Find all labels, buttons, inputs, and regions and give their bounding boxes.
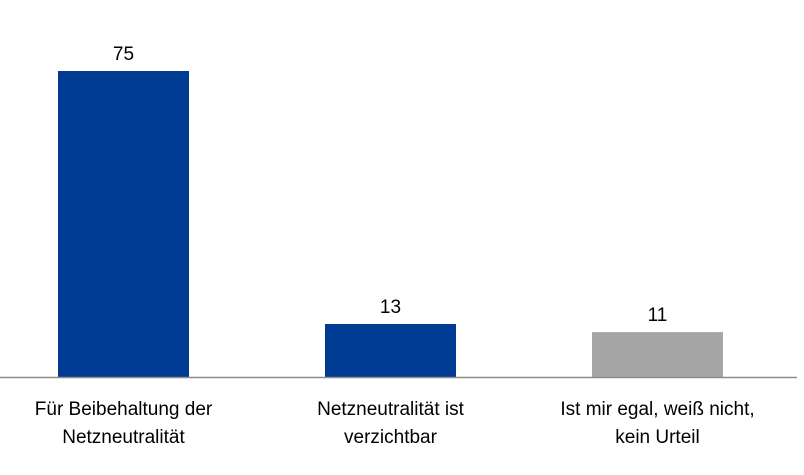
labels-layer: 75 Für Beibehaltung der Netzneutralität 13 N… bbox=[35, 44, 755, 448]
category-label-line: kein Urteil bbox=[615, 427, 699, 448]
category-label-2: Netzneutralität ist verzichtbar bbox=[317, 399, 465, 448]
bar-value-label-2: 13 bbox=[380, 297, 401, 318]
category-label-line: Netzneutralität ist bbox=[317, 399, 465, 420]
bar-value-label-1: 75 bbox=[113, 44, 134, 65]
bar-3 bbox=[592, 332, 723, 377]
category-label-3: Ist mir egal, weiß nicht, kein Urteil bbox=[560, 399, 754, 448]
category-label-line: verzichtbar bbox=[344, 427, 438, 448]
category-label-1: Für Beibehaltung der Netzneutralität bbox=[35, 399, 213, 448]
bar-2 bbox=[325, 324, 456, 377]
category-label-line: Für Beibehaltung der bbox=[35, 399, 213, 420]
bar-value-label-3: 11 bbox=[648, 305, 668, 326]
bar-1 bbox=[58, 71, 189, 377]
category-label-line: Netzneutralität bbox=[62, 427, 185, 448]
category-label-line: Ist mir egal, weiß nicht, bbox=[560, 399, 754, 420]
bars-layer bbox=[58, 71, 723, 377]
